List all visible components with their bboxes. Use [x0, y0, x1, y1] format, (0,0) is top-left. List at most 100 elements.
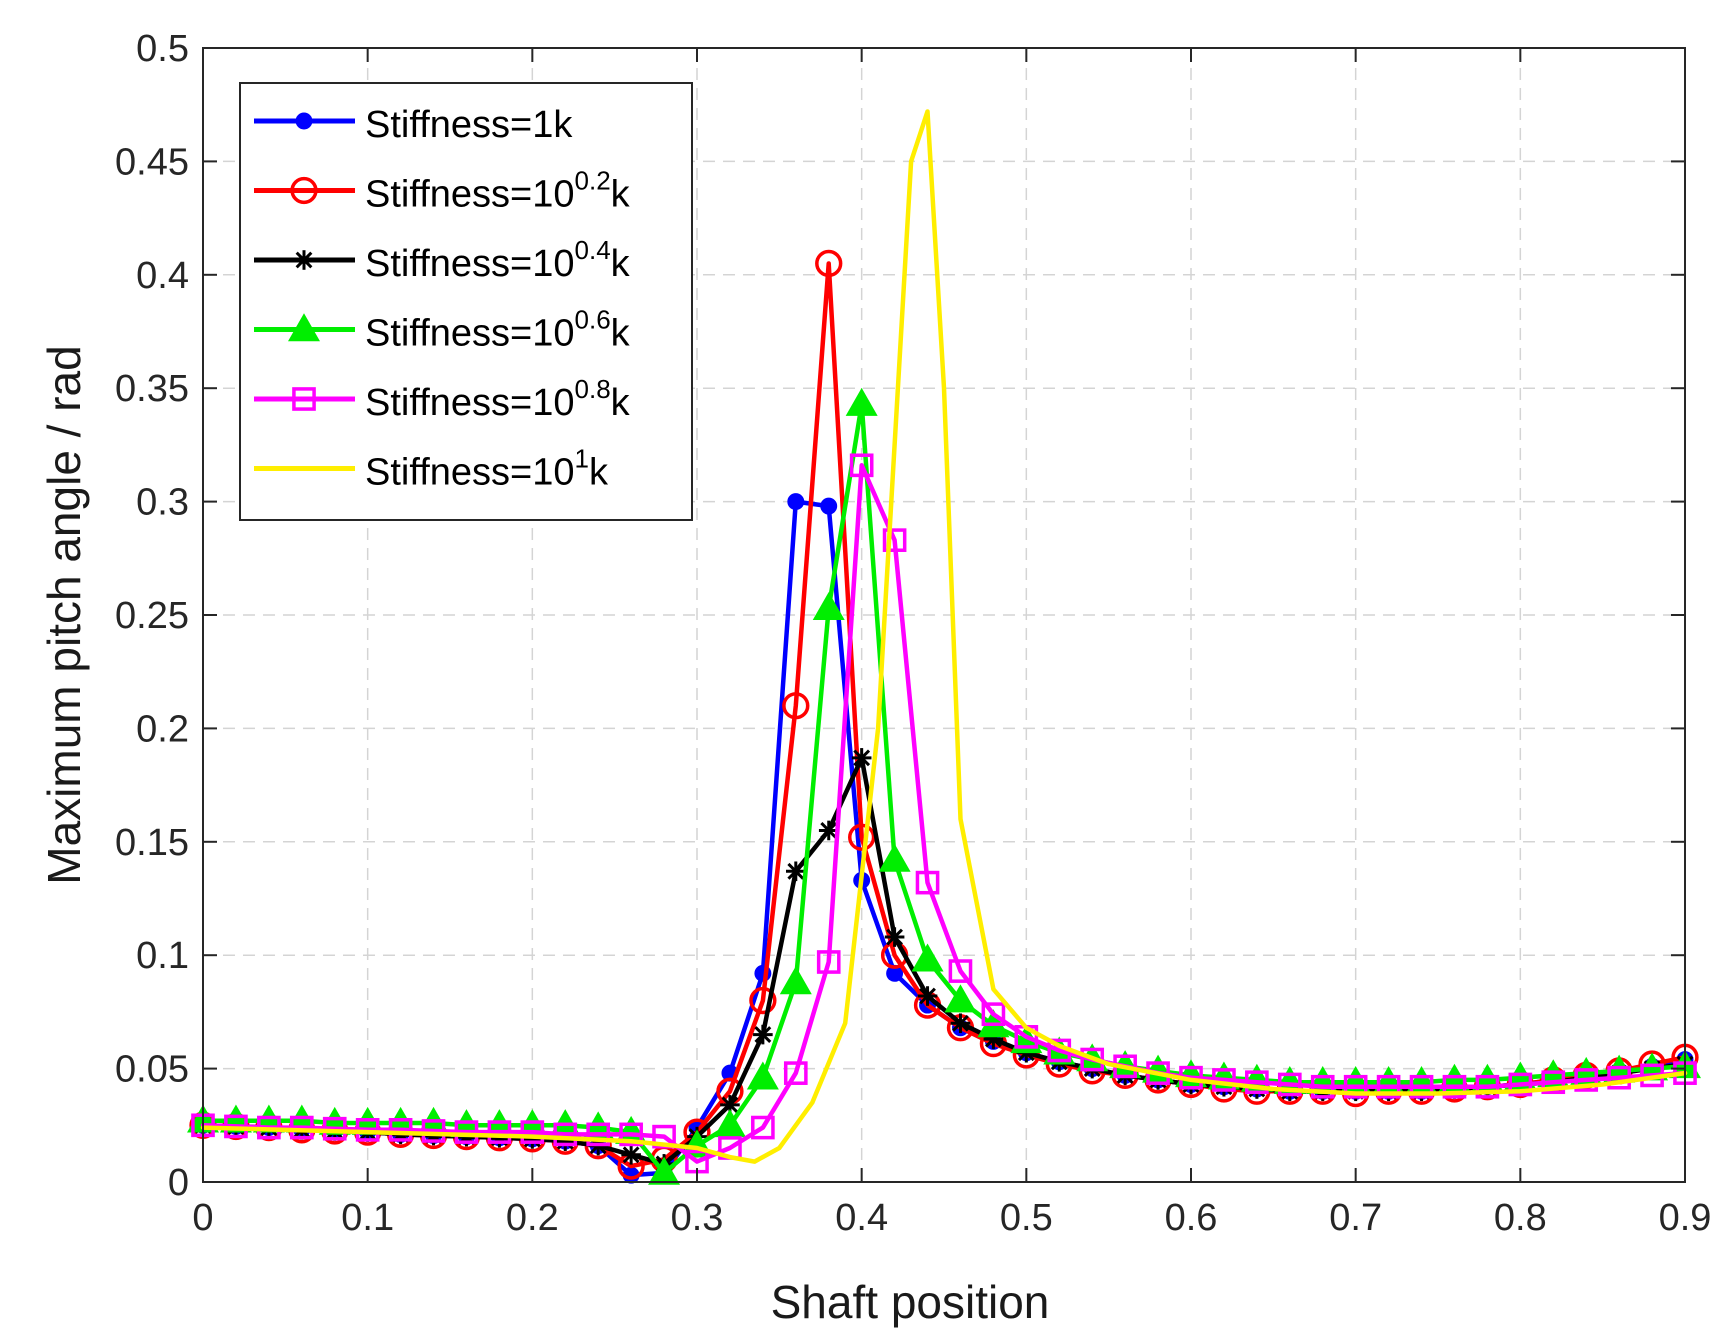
marker-stroke: [919, 987, 936, 1005]
data-point: [1376, 1074, 1401, 1099]
data-point: [815, 249, 843, 278]
data-point: [586, 1122, 611, 1147]
y-tick-label: 0.05: [115, 1049, 189, 1091]
x-tick-label: 0.5: [1000, 1197, 1053, 1239]
data-point: [1508, 1072, 1533, 1097]
y-tick-label: 0.25: [115, 595, 189, 637]
data-point: [1245, 1070, 1269, 1095]
data-point: [621, 1144, 641, 1165]
series-line: [200, 463, 1688, 1164]
x-tick-label: 0.7: [1329, 1197, 1382, 1239]
y-tick-label: 0.15: [115, 822, 189, 864]
marker-stroke: [721, 1096, 739, 1114]
x-tick-label: 0.1: [341, 1197, 394, 1239]
legend-label: Stiffness=1k: [365, 104, 573, 146]
data-point: [421, 1119, 446, 1143]
data-point: [848, 823, 876, 851]
data-point: [849, 453, 874, 478]
x-tick-label: 0.6: [1165, 1197, 1218, 1239]
marker-stroke: [622, 1146, 640, 1164]
x-tick-label: 0.9: [1659, 1197, 1712, 1239]
data-point: [851, 748, 872, 768]
x-tick-label: 0: [192, 1197, 213, 1239]
data-point: [884, 927, 905, 947]
data-point: [948, 959, 973, 983]
series-line: [200, 401, 1688, 1176]
legend: Stiffness=1k Stiffness=100.2k Stiffness=10…: [239, 82, 693, 521]
data-point: [1607, 1065, 1631, 1090]
data-point: [783, 1061, 808, 1085]
legend-marker: [294, 250, 314, 270]
data-point: [487, 1120, 512, 1144]
legend-box: [239, 82, 693, 521]
data-point: [753, 1024, 773, 1045]
legend-item-1: Stiffness=1k: [254, 104, 573, 146]
legend-label: Stiffness=100.4k: [365, 235, 631, 285]
data-point: [786, 861, 806, 882]
data-point: [782, 692, 810, 720]
legend-item-6: Stiffness=101k: [254, 444, 609, 494]
data-point: [1475, 1074, 1500, 1099]
legend-label: Stiffness=101k: [365, 444, 609, 494]
series-layer: [187, 109, 1701, 1185]
data-point: [950, 1013, 971, 1034]
data-point: [917, 986, 938, 1006]
x-tick-label: 0.3: [671, 1197, 724, 1239]
data-point: [1212, 1068, 1236, 1092]
y-tick-label: 0: [168, 1162, 189, 1204]
data-point: [981, 1002, 1006, 1026]
series-line: [200, 109, 1688, 1164]
y-tick-label: 0.45: [115, 141, 189, 183]
data-point: [553, 1122, 578, 1147]
data-point: [915, 870, 940, 895]
data-point: [749, 986, 777, 1015]
marker-stroke: [853, 749, 871, 767]
data-point: [619, 1122, 643, 1147]
marker-stroke: [754, 1026, 772, 1043]
data-point: [520, 1120, 545, 1144]
data-point: [911, 943, 944, 972]
data-point: [720, 1095, 740, 1115]
data-point: [820, 497, 838, 515]
legend-marker: [288, 313, 320, 342]
y-tick-label: 0.1: [136, 935, 189, 977]
legend-label: Stiffness=100.6k: [365, 305, 631, 355]
data-point: [812, 591, 845, 620]
data-point: [845, 387, 878, 416]
data-point: [944, 984, 977, 1013]
legend-marker: [292, 387, 316, 411]
data-point: [816, 950, 841, 974]
data-point: [787, 493, 805, 511]
legend-item-5: Stiffness=100.8k: [254, 374, 631, 424]
marker-stroke: [787, 862, 805, 880]
y-tick-label: 0.2: [136, 708, 189, 750]
data-point: [1574, 1068, 1599, 1092]
y-tick-label: 0.5: [136, 28, 189, 70]
x-tick-label: 0.4: [835, 1197, 888, 1239]
legend-item-4: Stiffness=100.6k: [254, 305, 631, 355]
series-6: [200, 109, 1688, 1164]
marker-stroke: [886, 928, 904, 946]
legend-item-2: Stiffness=100.2k: [254, 166, 631, 216]
data-point: [779, 966, 812, 995]
series-5: [191, 453, 1697, 1174]
y-tick-label: 0.35: [115, 368, 189, 410]
marker-stroke: [952, 1014, 969, 1032]
data-point: [746, 1061, 779, 1090]
data-point: [454, 1120, 479, 1144]
data-point: [751, 1115, 775, 1140]
data-point: [1343, 1074, 1368, 1099]
y-tick-label: 0.4: [136, 255, 189, 297]
axis-ticks: 0 0.1 0.2 0.3 0.4 0.5 0.6 0.7 0.8 0.9 0 0.05 0.1 0.15…: [115, 28, 1711, 1239]
legend-marker: [290, 176, 318, 205]
data-point: [648, 1156, 681, 1185]
data-point: [1310, 1074, 1335, 1099]
x-tick-label: 0.2: [506, 1197, 559, 1239]
legend-label: Stiffness=100.8k: [365, 374, 631, 424]
data-point: [882, 528, 907, 552]
x-axis-label: Shaft position: [771, 1276, 1050, 1328]
marker-stroke: [820, 822, 838, 839]
legend-label: Stiffness=100.2k: [365, 166, 631, 216]
